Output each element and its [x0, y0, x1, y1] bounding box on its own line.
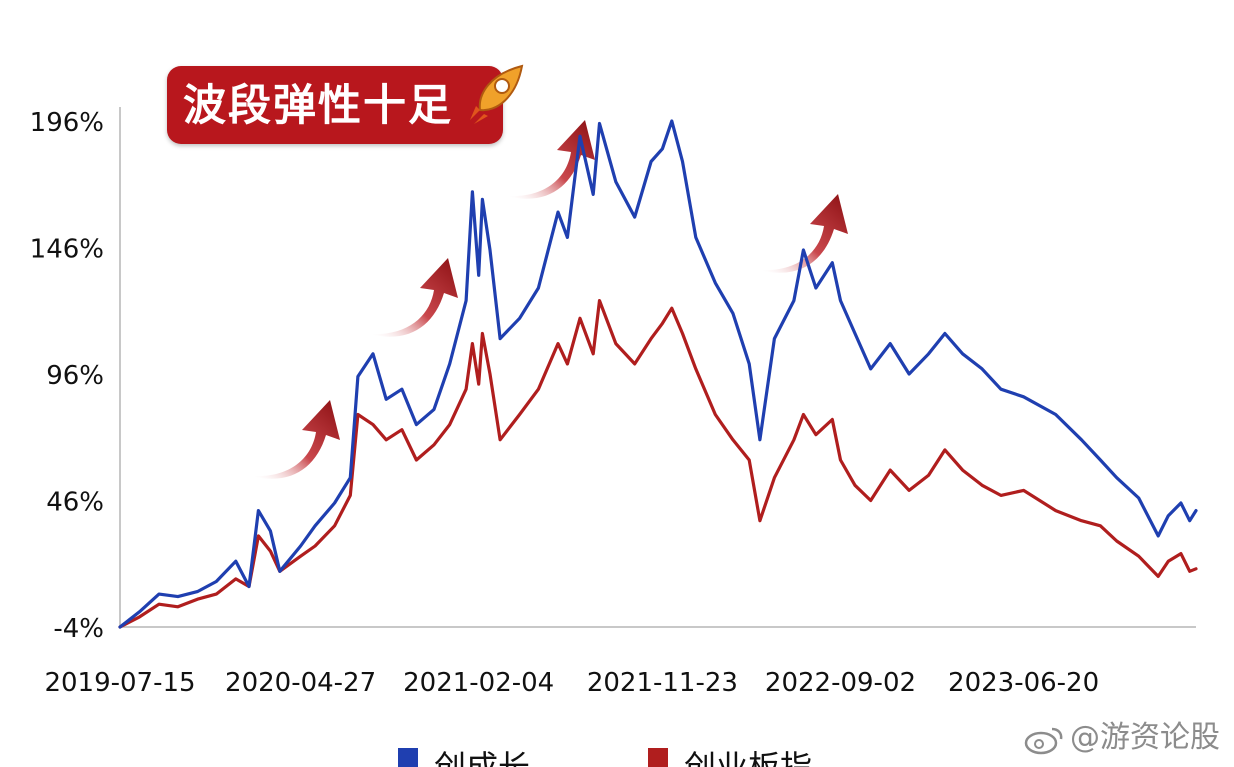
- y-tick-label: 196%: [30, 108, 104, 138]
- series-line: [118, 119, 1198, 629]
- axes: [119, 107, 1196, 628]
- legend-swatch: [648, 748, 668, 767]
- trend-arrow: [760, 194, 848, 273]
- banner-title: 波段弹性十足: [183, 81, 453, 131]
- series-line: [118, 299, 1198, 629]
- trend-arrows: [252, 120, 848, 479]
- x-tick-label: 2021-11-23: [587, 668, 738, 698]
- y-tick-label: 46%: [46, 488, 104, 518]
- y-axis-ticks: 196% 146% 96% 46% -4%: [30, 108, 104, 644]
- rocket-icon: [470, 64, 524, 124]
- x-tick-label: 2021-02-04: [403, 668, 554, 698]
- legend-label: 创成长: [434, 748, 530, 767]
- x-tick-label: 2023-06-20: [948, 668, 1099, 698]
- y-tick-label: 146%: [30, 235, 104, 265]
- legend-label: 创业板指: [684, 748, 812, 767]
- watermark: @游资论股: [1024, 718, 1220, 758]
- trend-arrow: [370, 258, 458, 337]
- series-lines: [118, 119, 1198, 629]
- y-tick-label: 96%: [46, 361, 104, 391]
- legend-swatch: [398, 748, 418, 767]
- watermark-text: @游资论股: [1070, 720, 1220, 755]
- x-tick-label: 2020-04-27: [225, 668, 376, 698]
- x-tick-label: 2019-07-15: [44, 668, 195, 698]
- y-tick-label: -4%: [53, 614, 104, 644]
- trend-arrow: [252, 400, 340, 479]
- x-axis-ticks: 2019-07-15 2020-04-27 2021-02-04 2021-11-23…: [44, 668, 1099, 698]
- trend-arrow: [507, 120, 595, 199]
- legend: 创成长 创业板指: [398, 748, 812, 767]
- weibo-icon: [1024, 727, 1063, 754]
- x-tick-label: 2022-09-02: [765, 668, 916, 698]
- banner-box: [167, 66, 503, 144]
